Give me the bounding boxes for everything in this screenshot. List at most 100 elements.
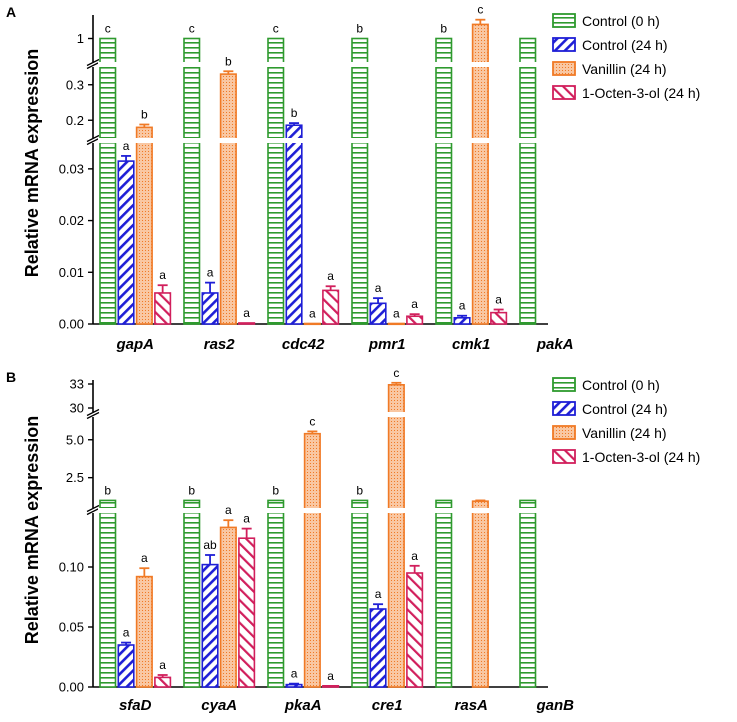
bar-break-gap [182,508,202,513]
bar-control24-sfaD [117,644,135,688]
axis-break-mark [86,504,100,513]
x-category-label-ganB: ganB [535,697,574,714]
x-category-label-cre1: cre1 [372,697,403,714]
legend-b-swatch-octenol [552,449,576,464]
legend-a-swatch-octenol [552,85,576,100]
significance-letter-vanillin-pmr1: a [393,306,400,320]
significance-letter-octenol-gapA: a [159,268,166,282]
y-tick-label: 0.10 [59,560,84,575]
bar-vanillin-pmr1 [387,322,405,326]
bar-break-gap [434,138,454,143]
bar-break-gap [98,508,118,513]
bar-break-gap [350,138,370,143]
axis-break-mark [86,408,100,417]
significance-letter-octenol-pmr1: a [411,297,418,311]
legend-a-swatch-control0 [552,13,576,28]
bar-vanillin-rasA [471,500,489,688]
bar-control0-pkaA [267,499,285,688]
legend-b-swatch-control24 [552,401,576,416]
significance-letter-control0-pkaA: b [272,483,279,497]
x-category-label-cmk1: cmk1 [452,336,490,353]
significance-letter-control0-cdc42: c [273,22,279,36]
bar-break-gap [434,508,454,513]
significance-letter-control24-cdc42: b [291,106,298,120]
bar-octenol-pkaA [322,684,340,688]
bar-control0-pmr1 [351,37,369,325]
significance-letter-vanillin-cre1: c [393,366,399,380]
significance-letter-control0-ras2: c [189,22,195,36]
bar-control0-cmk1 [435,37,453,325]
bar-octenol-cmk1 [490,311,508,325]
panel-a-letter: A [6,4,16,20]
axis-break-mark [86,137,100,146]
bar-vanillin-pkaA [303,432,321,688]
legend-b-label-control0: Control (0 h) [582,377,660,393]
bar-vanillin-cre1 [387,383,405,688]
y-tick-label: 30 [70,401,84,416]
bar-vanillin-sfaD [135,575,153,688]
bar-break-gap [350,62,370,67]
legend-b-swatch-vanillin [552,425,576,440]
bar-break-gap [98,62,118,67]
panel-b-plot: 0.000.050.102.55.03033baaasfaDbabaacyaAb… [59,366,574,714]
bar-octenol-pmr1 [406,315,424,325]
significance-letter-octenol-cyaA: a [243,512,250,526]
x-category-label-cyaA: cyaA [201,697,237,714]
bar-control0-sfaD [99,499,117,688]
bar-octenol-cre1 [406,572,424,688]
bar-break-gap [218,138,239,143]
y-tick-label: 0.05 [59,620,84,635]
bar-break-gap [182,138,202,143]
bar-control24-cyaA [201,563,219,688]
bar-control0-gapA [99,37,117,325]
significance-letter-vanillin-pkaA: c [309,414,315,428]
y-tick-label: 1 [77,31,84,46]
bar-vanillin-cdc42 [303,322,321,326]
x-category-label-cdc42: cdc42 [282,336,325,353]
bar-control24-pmr1 [369,302,387,325]
bar-control24-pkaA [285,683,303,688]
y-tick-label: 5.0 [66,432,84,447]
bar-control24-gapA [117,160,135,325]
bar-break-gap [386,508,407,513]
significance-letter-octenol-cre1: a [411,549,418,563]
significance-letter-control24-cmk1: a [459,299,466,313]
significance-letter-control24-sfaD: a [123,626,130,640]
bar-break-gap [134,138,155,143]
panel-b-legend: Control (0 h) Control (24 h) Vanillin (2… [552,377,700,465]
legend-a-label-control0: Control (0 h) [582,13,660,29]
significance-letter-octenol-sfaD: a [159,658,166,672]
significance-letter-control0-sfaD: b [104,483,111,497]
bar-control0-cdc42 [267,37,285,325]
legend-b-label-octenol: 1-Octen-3-ol (24 h) [582,449,700,465]
bar-break-gap [470,62,491,67]
axis-break-mark [86,411,100,420]
axis-break-mark [86,507,100,516]
significance-letter-control24-cre1: a [375,587,382,601]
bar-break-gap [470,508,491,513]
significance-letter-control0-cyaA: b [188,483,195,497]
significance-letter-control24-pmr1: a [375,281,382,295]
legend-a-label-control24: Control (24 h) [582,37,668,53]
bar-break-gap [266,508,286,513]
significance-letter-vanillin-cdc42: a [309,306,316,320]
x-category-label-pkaA: pkaA [284,697,322,714]
significance-letter-vanillin-sfaD: a [141,551,148,565]
y-tick-label: 0.01 [59,265,84,280]
bar-control24-cmk1 [453,316,471,325]
x-category-label-gapA: gapA [115,336,154,353]
significance-letter-control0-gapA: c [105,22,111,36]
bar-control0-cre1 [351,499,369,688]
significance-letter-control0-cre1: b [356,483,363,497]
axis-break-mark [86,61,100,70]
bar-break-gap [98,138,118,143]
bar-octenol-cyaA [238,537,256,688]
bar-control24-cdc42 [285,124,303,325]
significance-letter-control24-cyaA: ab [203,538,217,552]
bar-control0-cyaA [183,499,201,688]
panel-a-legend: Control (0 h) Control (24 h) Vanillin (2… [552,13,700,101]
bar-vanillin-cyaA [219,526,237,688]
bar-break-gap [350,508,370,513]
panel-a-plot: 0.00 0.01 0.02 0.03 0.2 0.3 1 c a b a gapA c a b a ras2 c… [59,3,574,353]
